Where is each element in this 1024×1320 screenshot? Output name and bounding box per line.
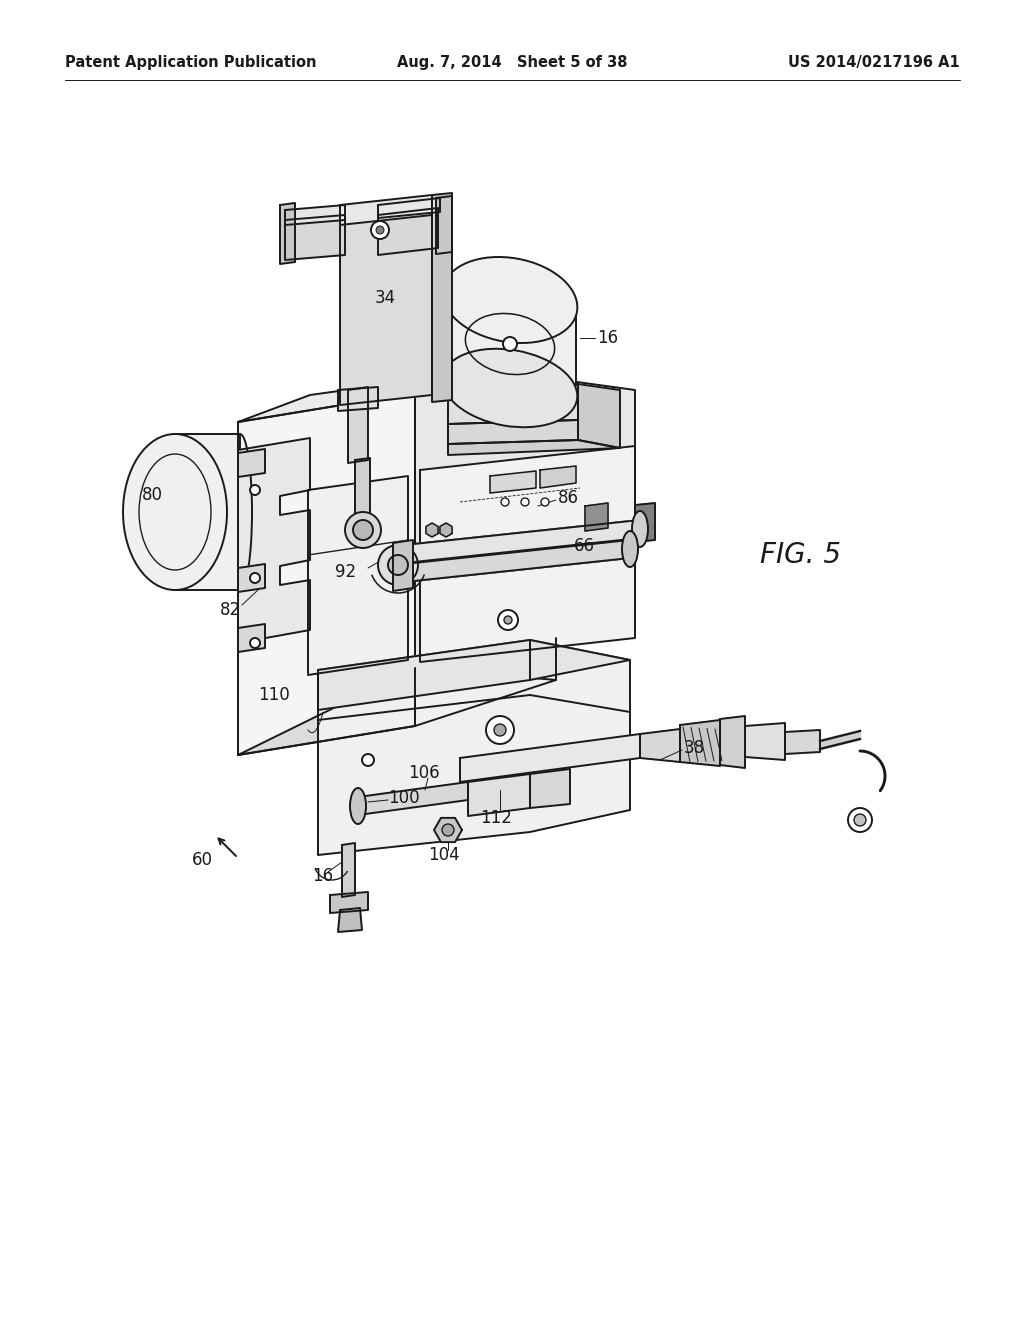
Circle shape (521, 498, 529, 506)
Circle shape (503, 337, 517, 351)
Circle shape (371, 220, 389, 239)
Polygon shape (238, 370, 490, 422)
Circle shape (376, 226, 384, 234)
Polygon shape (449, 384, 578, 424)
Polygon shape (238, 449, 265, 477)
Polygon shape (449, 440, 620, 455)
Polygon shape (318, 640, 630, 710)
Polygon shape (340, 205, 432, 405)
Polygon shape (395, 540, 630, 583)
Polygon shape (635, 503, 655, 543)
Text: Aug. 7, 2014   Sheet 5 of 38: Aug. 7, 2014 Sheet 5 of 38 (396, 54, 628, 70)
Polygon shape (449, 420, 578, 444)
Circle shape (250, 638, 260, 648)
Circle shape (498, 610, 518, 630)
Polygon shape (578, 384, 620, 447)
Polygon shape (280, 203, 295, 264)
Polygon shape (338, 387, 378, 411)
Polygon shape (308, 477, 408, 675)
Ellipse shape (442, 348, 578, 428)
Polygon shape (340, 195, 432, 224)
Polygon shape (285, 215, 345, 260)
Polygon shape (420, 446, 635, 663)
Polygon shape (285, 205, 345, 224)
Polygon shape (530, 770, 570, 808)
Polygon shape (436, 195, 452, 253)
Text: 82: 82 (219, 601, 241, 619)
Text: 60: 60 (193, 851, 213, 869)
Polygon shape (238, 564, 265, 591)
Text: 34: 34 (375, 289, 396, 308)
Text: FIG. 5: FIG. 5 (760, 541, 841, 569)
Circle shape (378, 545, 418, 585)
Text: 80: 80 (141, 486, 163, 504)
Polygon shape (415, 370, 635, 668)
Text: 16: 16 (597, 329, 618, 347)
Circle shape (442, 824, 454, 836)
Ellipse shape (442, 257, 578, 343)
Polygon shape (318, 640, 630, 855)
Ellipse shape (123, 434, 227, 590)
Text: 110: 110 (258, 686, 290, 704)
Text: 92: 92 (335, 564, 356, 581)
Text: 104: 104 (428, 846, 460, 865)
Polygon shape (342, 843, 355, 898)
Text: 100: 100 (388, 789, 420, 807)
Circle shape (250, 573, 260, 583)
Circle shape (353, 520, 373, 540)
Circle shape (541, 498, 549, 506)
Polygon shape (238, 393, 415, 755)
Circle shape (848, 808, 872, 832)
Polygon shape (355, 458, 370, 532)
Polygon shape (490, 471, 536, 492)
Circle shape (854, 814, 866, 826)
Polygon shape (338, 908, 362, 932)
Text: Patent Application Publication: Patent Application Publication (65, 54, 316, 70)
Text: 38: 38 (684, 739, 706, 756)
Polygon shape (745, 723, 785, 760)
Polygon shape (348, 387, 368, 463)
Polygon shape (720, 715, 745, 768)
Polygon shape (358, 781, 468, 814)
Circle shape (362, 754, 374, 766)
Polygon shape (432, 193, 452, 403)
Polygon shape (444, 300, 575, 388)
Polygon shape (460, 734, 640, 781)
Polygon shape (540, 466, 575, 488)
Circle shape (501, 498, 509, 506)
Polygon shape (378, 198, 440, 218)
Polygon shape (440, 523, 452, 537)
Polygon shape (175, 434, 240, 590)
Polygon shape (393, 540, 413, 591)
Text: 86: 86 (558, 488, 579, 507)
Ellipse shape (622, 531, 638, 568)
Text: US 2014/0217196 A1: US 2014/0217196 A1 (788, 54, 961, 70)
Ellipse shape (350, 788, 366, 824)
Polygon shape (585, 503, 608, 531)
Circle shape (250, 484, 260, 495)
Text: 66: 66 (574, 537, 595, 554)
Polygon shape (426, 523, 438, 537)
Polygon shape (238, 438, 310, 643)
Polygon shape (640, 729, 680, 762)
Polygon shape (680, 719, 720, 766)
Polygon shape (238, 668, 556, 755)
Circle shape (486, 715, 514, 744)
Circle shape (504, 616, 512, 624)
Text: 112: 112 (480, 809, 512, 828)
Polygon shape (395, 520, 640, 564)
Text: 16: 16 (312, 867, 334, 884)
Polygon shape (378, 209, 438, 255)
Polygon shape (238, 624, 265, 652)
Circle shape (494, 723, 506, 737)
Circle shape (388, 554, 408, 576)
Polygon shape (434, 818, 462, 842)
Ellipse shape (632, 511, 648, 546)
Text: 106: 106 (409, 764, 440, 781)
Polygon shape (468, 774, 530, 816)
Circle shape (345, 512, 381, 548)
Polygon shape (785, 730, 820, 754)
Polygon shape (330, 892, 368, 913)
